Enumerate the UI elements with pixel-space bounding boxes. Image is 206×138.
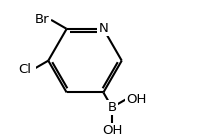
- Text: N: N: [98, 22, 108, 35]
- Text: B: B: [108, 101, 117, 114]
- Text: Br: Br: [35, 13, 50, 26]
- Text: Cl: Cl: [18, 63, 31, 76]
- Text: OH: OH: [126, 93, 147, 106]
- Text: OH: OH: [102, 124, 122, 137]
